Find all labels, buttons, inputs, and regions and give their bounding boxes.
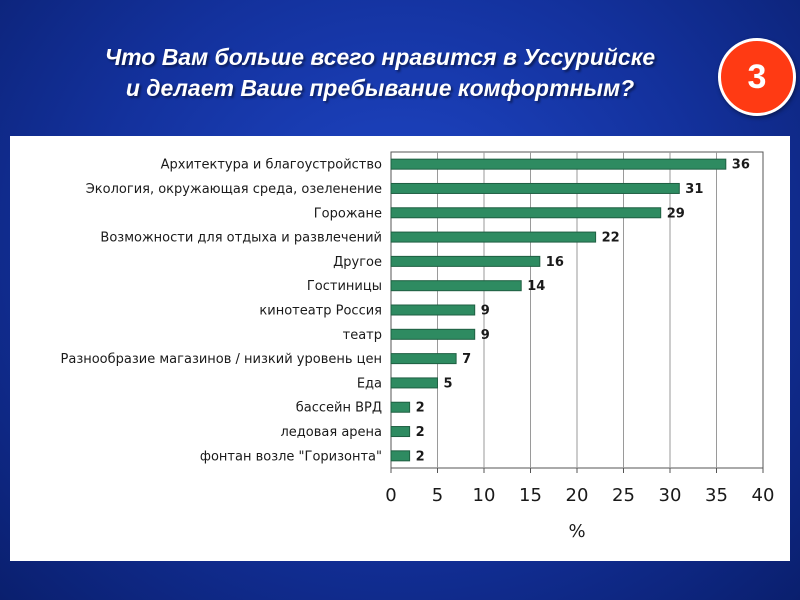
category-label: ледовая арена bbox=[280, 425, 382, 440]
value-label: 14 bbox=[527, 279, 545, 294]
value-label: 16 bbox=[546, 255, 564, 270]
value-label: 31 bbox=[685, 182, 703, 197]
bar bbox=[390, 255, 541, 267]
bar bbox=[390, 182, 680, 194]
x-tick-label: 25 bbox=[612, 485, 635, 506]
category-label: Горожане bbox=[314, 206, 382, 221]
category-label: Еда bbox=[357, 376, 382, 391]
title-line-2: и делает Ваше пребывание комфортным? bbox=[125, 75, 635, 101]
category-label: Разнообразие магазинов / низкий уровень … bbox=[61, 352, 382, 367]
slide-number-badge: 3 bbox=[718, 38, 796, 116]
value-label: 36 bbox=[732, 158, 750, 173]
x-tick-label: 15 bbox=[519, 485, 542, 506]
category-label: бассейн ВРД bbox=[296, 401, 382, 416]
bar bbox=[390, 304, 476, 316]
bar bbox=[390, 280, 522, 292]
category-label: Другое bbox=[333, 255, 382, 270]
category-label: кинотеатр Россия bbox=[259, 304, 382, 319]
bar bbox=[390, 328, 476, 340]
title-line-1: Что Вам больше всего нравится в Уссурийс… bbox=[104, 44, 656, 70]
value-label: 2 bbox=[416, 401, 425, 416]
x-tick-label: 35 bbox=[705, 485, 728, 506]
bar-chart: Архитектура и благоустройство 36 Экология,… bbox=[61, 151, 775, 542]
value-label: 2 bbox=[416, 425, 425, 440]
x-tick-label: 10 bbox=[473, 485, 496, 506]
value-label: 22 bbox=[602, 231, 620, 246]
category-label: фонтан возле "Горизонта" bbox=[200, 449, 382, 464]
bar bbox=[390, 401, 411, 413]
x-tick-label: 30 bbox=[659, 485, 682, 506]
x-tick-label: 5 bbox=[432, 485, 443, 506]
bar bbox=[390, 377, 438, 389]
bar bbox=[390, 231, 597, 243]
category-label: Возможности для отдыха и развлечений bbox=[100, 231, 382, 246]
bar bbox=[390, 207, 662, 219]
bar bbox=[390, 426, 411, 438]
chart-panel: Архитектура и благоустройство 36 Экология,… bbox=[10, 136, 790, 561]
slide-title: Что Вам больше всего нравится в Уссурийс… bbox=[40, 42, 720, 104]
x-tick-label: 0 bbox=[385, 485, 396, 506]
value-label: 9 bbox=[481, 304, 490, 319]
category-label: театр bbox=[343, 328, 382, 343]
bar bbox=[390, 158, 727, 170]
category-label: Архитектура и благоустройство bbox=[161, 158, 382, 173]
value-label: 29 bbox=[667, 206, 685, 221]
x-axis-label: % bbox=[568, 521, 585, 542]
x-tick-label: 40 bbox=[752, 485, 775, 506]
category-label: Гостиницы bbox=[307, 279, 382, 294]
value-label: 5 bbox=[444, 376, 453, 391]
value-label: 2 bbox=[416, 449, 425, 464]
bar bbox=[390, 353, 457, 365]
bar bbox=[390, 450, 411, 462]
value-label: 9 bbox=[481, 328, 490, 343]
x-tick-label: 20 bbox=[566, 485, 589, 506]
value-label: 7 bbox=[462, 352, 471, 367]
category-label: Экология, окружающая среда, озеленение bbox=[86, 182, 382, 197]
